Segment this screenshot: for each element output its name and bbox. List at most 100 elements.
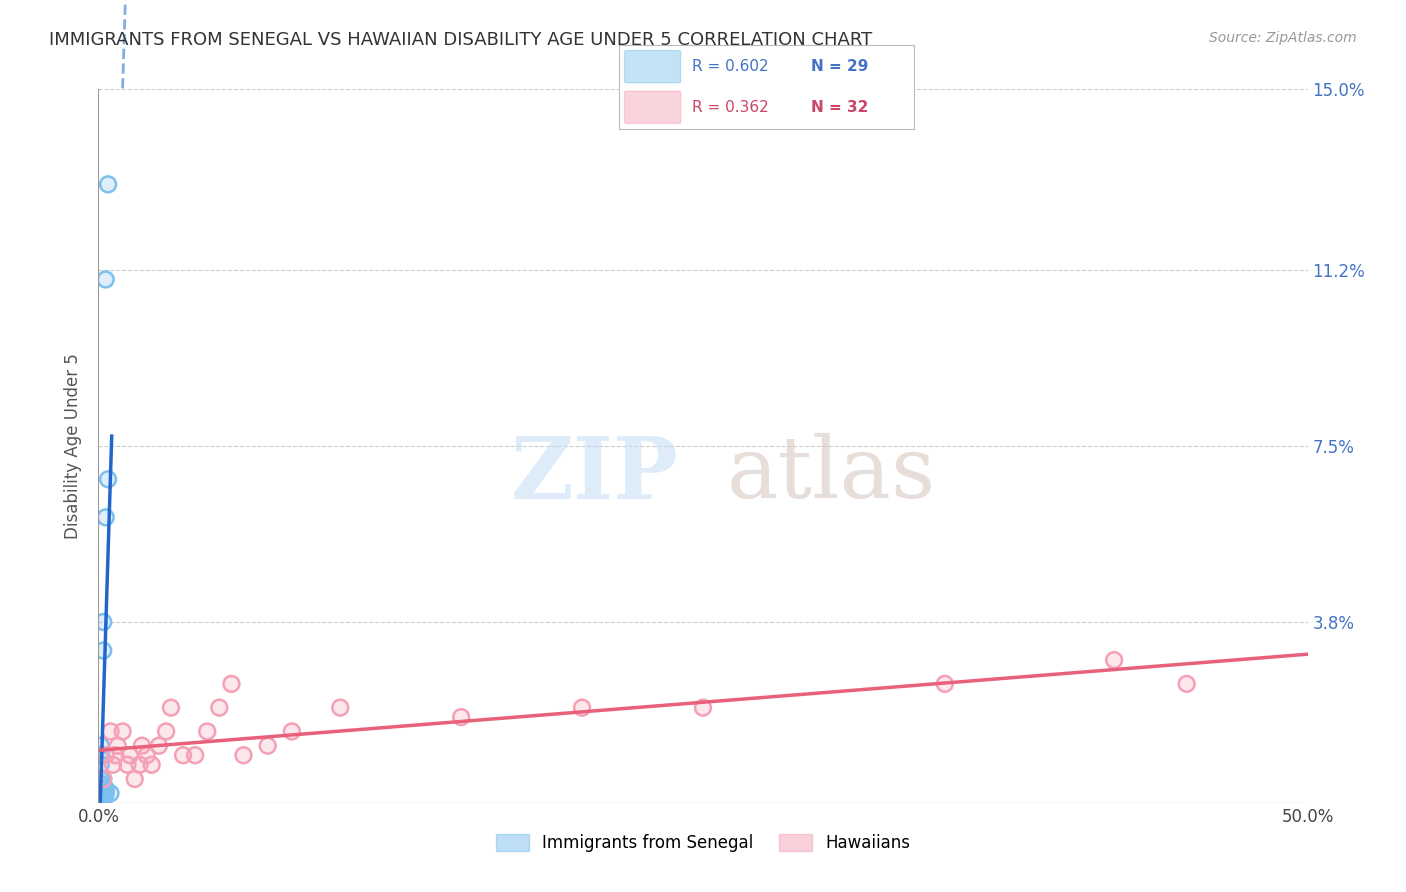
Point (90, 781, 112, 796)
Point (91, 643, 114, 657)
Point (131, 739, 153, 753)
Point (90, 739, 112, 753)
Text: R = 0.602: R = 0.602 (692, 59, 769, 74)
Point (1102, 653, 1125, 667)
Point (94, 272, 117, 286)
Point (692, 700, 714, 714)
Point (141, 757, 163, 772)
Point (101, 757, 124, 772)
Point (571, 700, 593, 714)
Point (571, 700, 593, 714)
Point (118, 748, 141, 763)
Point (208, 700, 231, 714)
Text: R = 0.362: R = 0.362 (692, 100, 769, 115)
Text: ZIP: ZIP (510, 433, 679, 516)
Point (97, 178, 120, 192)
Point (135, 748, 157, 763)
Point (90, 772, 112, 786)
Point (91, 781, 114, 796)
Point (450, 710, 472, 724)
Point (91, 781, 114, 796)
Point (111, 724, 134, 739)
Point (90, 786, 112, 800)
FancyBboxPatch shape (624, 91, 681, 123)
Point (118, 748, 141, 763)
Point (90, 791, 112, 805)
Point (232, 748, 254, 763)
Point (208, 700, 231, 714)
Point (94, 786, 117, 800)
Point (93, 791, 115, 805)
Point (107, 739, 129, 753)
Point (91, 772, 114, 786)
Point (1175, 677, 1198, 691)
Point (90, 791, 112, 805)
Point (91, 615, 114, 629)
Point (90, 791, 112, 805)
Point (91, 786, 114, 800)
Point (97, 178, 120, 192)
Point (131, 739, 153, 753)
Point (281, 724, 304, 739)
FancyBboxPatch shape (624, 51, 681, 83)
Point (90, 796, 112, 810)
Point (90, 796, 112, 810)
Point (93, 791, 115, 805)
Point (124, 772, 146, 786)
Point (91, 786, 114, 800)
Point (90, 781, 112, 796)
Point (90, 786, 112, 800)
Text: IMMIGRANTS FROM SENEGAL VS HAWAIIAN DISABILITY AGE UNDER 5 CORRELATION CHART: IMMIGRANTS FROM SENEGAL VS HAWAIIAN DISA… (49, 31, 873, 49)
Point (256, 739, 278, 753)
Point (100, 786, 122, 800)
Text: atlas: atlas (727, 433, 936, 516)
Point (97, 472, 120, 486)
Point (934, 677, 956, 691)
Point (221, 677, 243, 691)
Point (91, 615, 114, 629)
Point (90, 739, 112, 753)
Point (90, 786, 112, 800)
Point (107, 739, 129, 753)
Point (128, 757, 150, 772)
Point (90, 791, 112, 805)
Point (184, 748, 207, 763)
Point (89, 796, 111, 810)
Point (94, 781, 117, 796)
Point (155, 724, 177, 739)
Point (934, 677, 956, 691)
Point (172, 748, 194, 763)
Point (692, 700, 714, 714)
Point (90, 757, 112, 772)
Point (172, 748, 194, 763)
Point (329, 700, 352, 714)
Point (195, 724, 218, 739)
Point (91, 772, 114, 786)
Point (135, 748, 157, 763)
Point (232, 748, 254, 763)
Point (91, 781, 114, 796)
Point (90, 757, 112, 772)
Point (94, 786, 117, 800)
Point (90, 791, 112, 805)
Point (195, 724, 218, 739)
Point (160, 700, 183, 714)
Point (94, 781, 117, 796)
Text: N = 32: N = 32 (810, 100, 868, 115)
Point (90, 748, 112, 763)
Point (94, 748, 117, 763)
Point (1102, 653, 1125, 667)
Point (100, 786, 122, 800)
Point (91, 643, 114, 657)
Point (160, 700, 183, 714)
Point (90, 786, 112, 800)
Point (148, 739, 170, 753)
Y-axis label: Disability Age Under 5: Disability Age Under 5 (65, 353, 83, 539)
Point (148, 739, 170, 753)
Point (281, 724, 304, 739)
Point (94, 272, 117, 286)
Point (256, 739, 278, 753)
Point (97, 472, 120, 486)
Point (89, 796, 111, 810)
Point (91, 772, 114, 786)
